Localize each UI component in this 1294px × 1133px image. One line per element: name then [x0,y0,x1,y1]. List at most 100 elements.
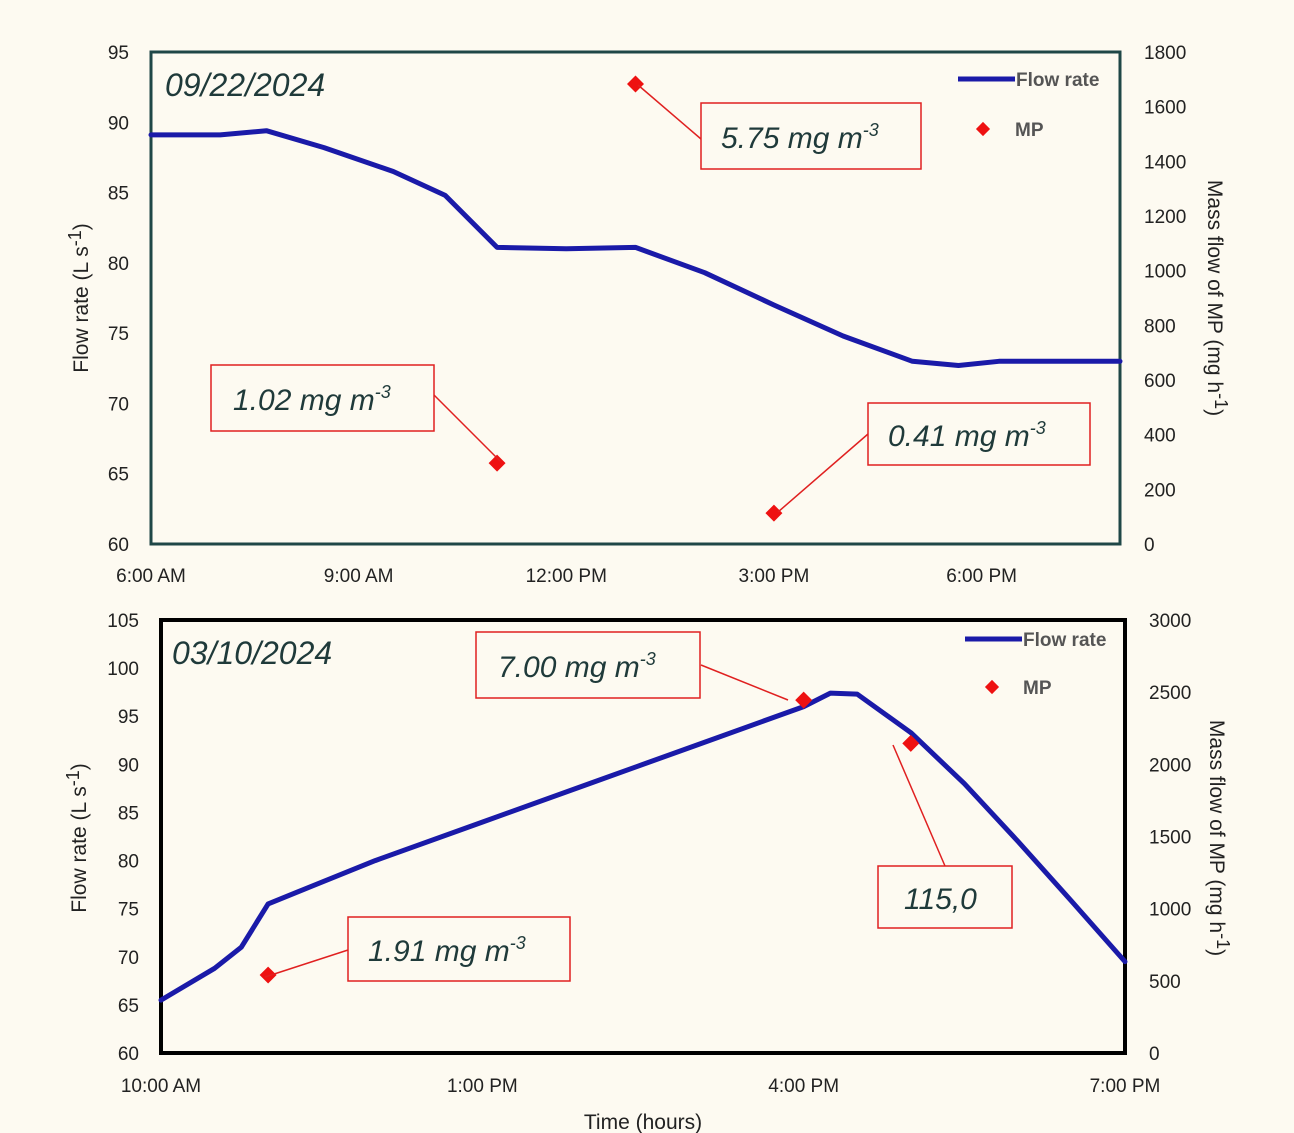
y-tick-label: 90 [108,113,129,134]
legend-1: Flow rate MP [958,70,1099,141]
y-axis-ticks-1: 60 65 70 75 80 85 90 95 [108,43,129,556]
y2-tick-label: 0 [1149,1044,1160,1065]
x-tick-label: 1:00 PM [447,1076,518,1097]
annotation-label: 1.91 mg m-3 [368,933,526,968]
annotation-box [210,364,435,432]
annotation-label: 1.02 mg m-3 [233,382,391,417]
y2-tick-label: 200 [1144,480,1176,501]
mp-point [488,454,506,472]
plot-frame-2 [159,618,1127,1055]
annotation-label: 7.00 mg m-3 [498,649,656,684]
y2-tick-label: 0 [1144,535,1155,556]
x-tick-label: 6:00 PM [946,566,1017,587]
annotation-leader-line [777,433,869,513]
y-tick-label: 75 [118,900,139,921]
annotation-label: 5.75 mg m-3 [721,120,879,155]
x-tick-label: 10:00 AM [121,1076,201,1097]
y-tick-label: 85 [108,184,129,205]
y-tick-label: 90 [118,755,139,776]
annotation-box [867,402,1091,466]
annotation-1-3: 0.41 mg m-3 [777,402,1091,513]
annotation-label: 0.41 mg m-3 [888,418,1046,453]
y2-tick-label: 500 [1149,972,1181,993]
y-tick-label: 70 [108,394,129,415]
annotation-2-1: 1.91 mg m-3 [264,916,571,982]
chart-panel-2: 60 65 70 75 80 85 90 95 100 105 0 500 1000 1500 2000 2… [63,611,1233,1133]
y2-axis-title-2: Mass flow of MP (mg h-1) [1205,720,1233,956]
legend-mp-swatch [975,121,991,137]
annotation-box [475,631,701,699]
legend-2: Flow rate MP [965,630,1106,699]
annotation-leader-line [700,664,789,701]
y-tick-label: 85 [118,803,139,824]
mp-points-1 [488,75,783,522]
legend-mp-label: MP [1023,678,1052,699]
y2-axis-title-1: Mass flow of MP (mg h-1) [1203,180,1231,416]
y-axis-title-2: Flow rate (L s-1) [63,763,91,912]
y2-tick-label: 1200 [1144,207,1186,228]
flow-rate-line-2 [158,690,1128,1003]
y-tick-label: 100 [107,659,139,680]
y-tick-label: 60 [108,535,129,556]
y2-tick-label: 1000 [1144,262,1186,283]
x-tick-label: 3:00 PM [739,566,810,587]
y2-tick-label: 400 [1144,426,1176,447]
x-tick-label: 4:00 PM [768,1076,839,1097]
annotation-1-1: 1.02 mg m-3 [210,364,501,462]
y-axis-title-1: Flow rate (L s-1) [65,223,93,372]
mp-point [795,691,813,709]
x-axis-ticks-2: 10:00 AM 1:00 PM 4:00 PM 7:00 PM [121,1076,1161,1097]
y2-axis-ticks-2: 0 500 1000 1500 2000 2500 3000 [1149,611,1191,1065]
date-label-1: 09/22/2024 [165,67,325,103]
y2-tick-label: 600 [1144,371,1176,392]
y-axis-ticks-2: 60 65 70 75 80 85 90 95 100 105 [107,611,139,1065]
annotation-2-2: 7.00 mg m-3 [475,631,789,701]
annotation-label: 115,0 [904,883,977,916]
y2-tick-label: 1500 [1149,828,1191,849]
x-tick-label: 9:00 AM [324,566,394,587]
y-tick-label: 105 [107,611,139,632]
y-tick-label: 60 [118,1044,139,1065]
legend-flow-label: Flow rate [1016,70,1099,91]
mp-points-2 [259,691,920,984]
x-axis-title-2: Time (hours) [584,1111,702,1133]
y-tick-label: 95 [118,707,139,728]
y2-tick-label: 2500 [1149,683,1191,704]
y-tick-label: 65 [118,996,139,1017]
y-tick-label: 75 [108,324,129,345]
y2-axis-ticks-1: 0 200 400 600 800 1000 1200 1400 1600 1800 [1144,43,1186,556]
chart-panel-1: 60 65 70 75 80 85 90 95 0 200 400 600 800 1000 1200 14… [65,43,1231,587]
x-tick-label: 12:00 PM [526,566,607,587]
y2-tick-label: 2000 [1149,755,1191,776]
legend-mp-label: MP [1015,120,1044,141]
y-tick-label: 80 [108,254,129,275]
mp-point [902,734,920,752]
date-label-2: 03/10/2024 [172,635,332,671]
y-tick-label: 95 [108,43,129,64]
annotation-box [877,865,1013,929]
y-tick-label: 80 [118,852,139,873]
x-tick-label: 7:00 PM [1090,1076,1161,1097]
annotation-leader-line [892,744,946,867]
annotation-2-3: 115,0 [877,744,1013,929]
y-tick-label: 70 [118,948,139,969]
annotation-box [700,102,922,170]
annotation-box [347,916,571,982]
y2-tick-label: 800 [1144,316,1176,337]
plot-frame-1 [149,50,1122,546]
y2-tick-label: 1800 [1144,43,1186,64]
annotation-leader-line [264,949,349,978]
annotation-leader-line [433,394,501,462]
mp-point [259,966,277,984]
x-axis-ticks-1: 6:00 AM 9:00 AM 12:00 PM 3:00 PM 6:00 PM [116,566,1017,587]
y-tick-label: 65 [108,465,129,486]
x-tick-label: 6:00 AM [116,566,186,587]
annotation-1-2: 5.75 mg m-3 [637,84,922,170]
annotation-leader-line [637,84,702,140]
mp-point [765,504,783,522]
y2-tick-label: 1400 [1144,152,1186,173]
legend-flow-label: Flow rate [1023,630,1106,651]
y2-tick-label: 1600 [1144,98,1186,119]
mp-point [627,75,644,93]
